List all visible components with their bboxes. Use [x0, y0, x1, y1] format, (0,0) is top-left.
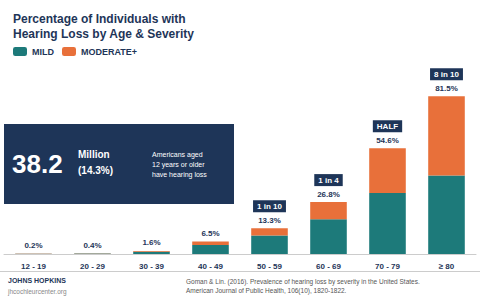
svg-text:0.2%: 0.2% — [24, 241, 42, 250]
svg-text:≥ 80: ≥ 80 — [439, 262, 455, 271]
svg-text:13.3%: 13.3% — [258, 216, 281, 225]
svg-text:40 - 49: 40 - 49 — [198, 262, 223, 271]
svg-text:Million: Million — [78, 149, 110, 160]
svg-text:have hearing loss: have hearing loss — [152, 171, 207, 179]
svg-text:JOHNS HOPKINS: JOHNS HOPKINS — [8, 277, 66, 284]
svg-text:1 in 10: 1 in 10 — [257, 202, 282, 211]
svg-text:Percentage of Individuals with: Percentage of Individuals with — [13, 12, 186, 26]
svg-text:70 - 79: 70 - 79 — [375, 262, 400, 271]
svg-text:6.5%: 6.5% — [201, 229, 219, 238]
svg-text:12 years or older: 12 years or older — [152, 161, 205, 169]
svg-text:Americans aged: Americans aged — [152, 151, 203, 159]
svg-text:HALF: HALF — [377, 122, 398, 131]
svg-text:American Journal of Public Hea: American Journal of Public Health, 106(1… — [186, 287, 347, 295]
svg-text:20 - 29: 20 - 29 — [80, 262, 105, 271]
svg-text:54.6%: 54.6% — [376, 136, 399, 145]
svg-text:1 in 4: 1 in 4 — [318, 176, 339, 185]
svg-text:12 - 19: 12 - 19 — [21, 262, 46, 271]
svg-text:jhcochleurcenter.org: jhcochleurcenter.org — [7, 288, 67, 296]
svg-text:MODERATE+: MODERATE+ — [81, 47, 137, 57]
svg-text:1.6%: 1.6% — [142, 238, 160, 247]
svg-text:50 - 59: 50 - 59 — [257, 262, 282, 271]
svg-text:30 - 39: 30 - 39 — [139, 262, 164, 271]
svg-text:8 in 10: 8 in 10 — [434, 70, 459, 79]
svg-text:MILD: MILD — [32, 47, 54, 57]
svg-text:38.2: 38.2 — [12, 149, 63, 179]
svg-text:Hearing Loss by Age & Severity: Hearing Loss by Age & Severity — [13, 27, 194, 41]
svg-text:26.8%: 26.8% — [317, 190, 340, 199]
svg-text:Goman & Lin. (2016). Prevalenc: Goman & Lin. (2016). Prevalence of heari… — [186, 278, 420, 286]
svg-text:81.5%: 81.5% — [435, 84, 458, 93]
svg-text:60 - 69: 60 - 69 — [316, 262, 341, 271]
svg-text:(14.3%): (14.3%) — [78, 165, 113, 176]
svg-text:0.4%: 0.4% — [83, 241, 101, 250]
